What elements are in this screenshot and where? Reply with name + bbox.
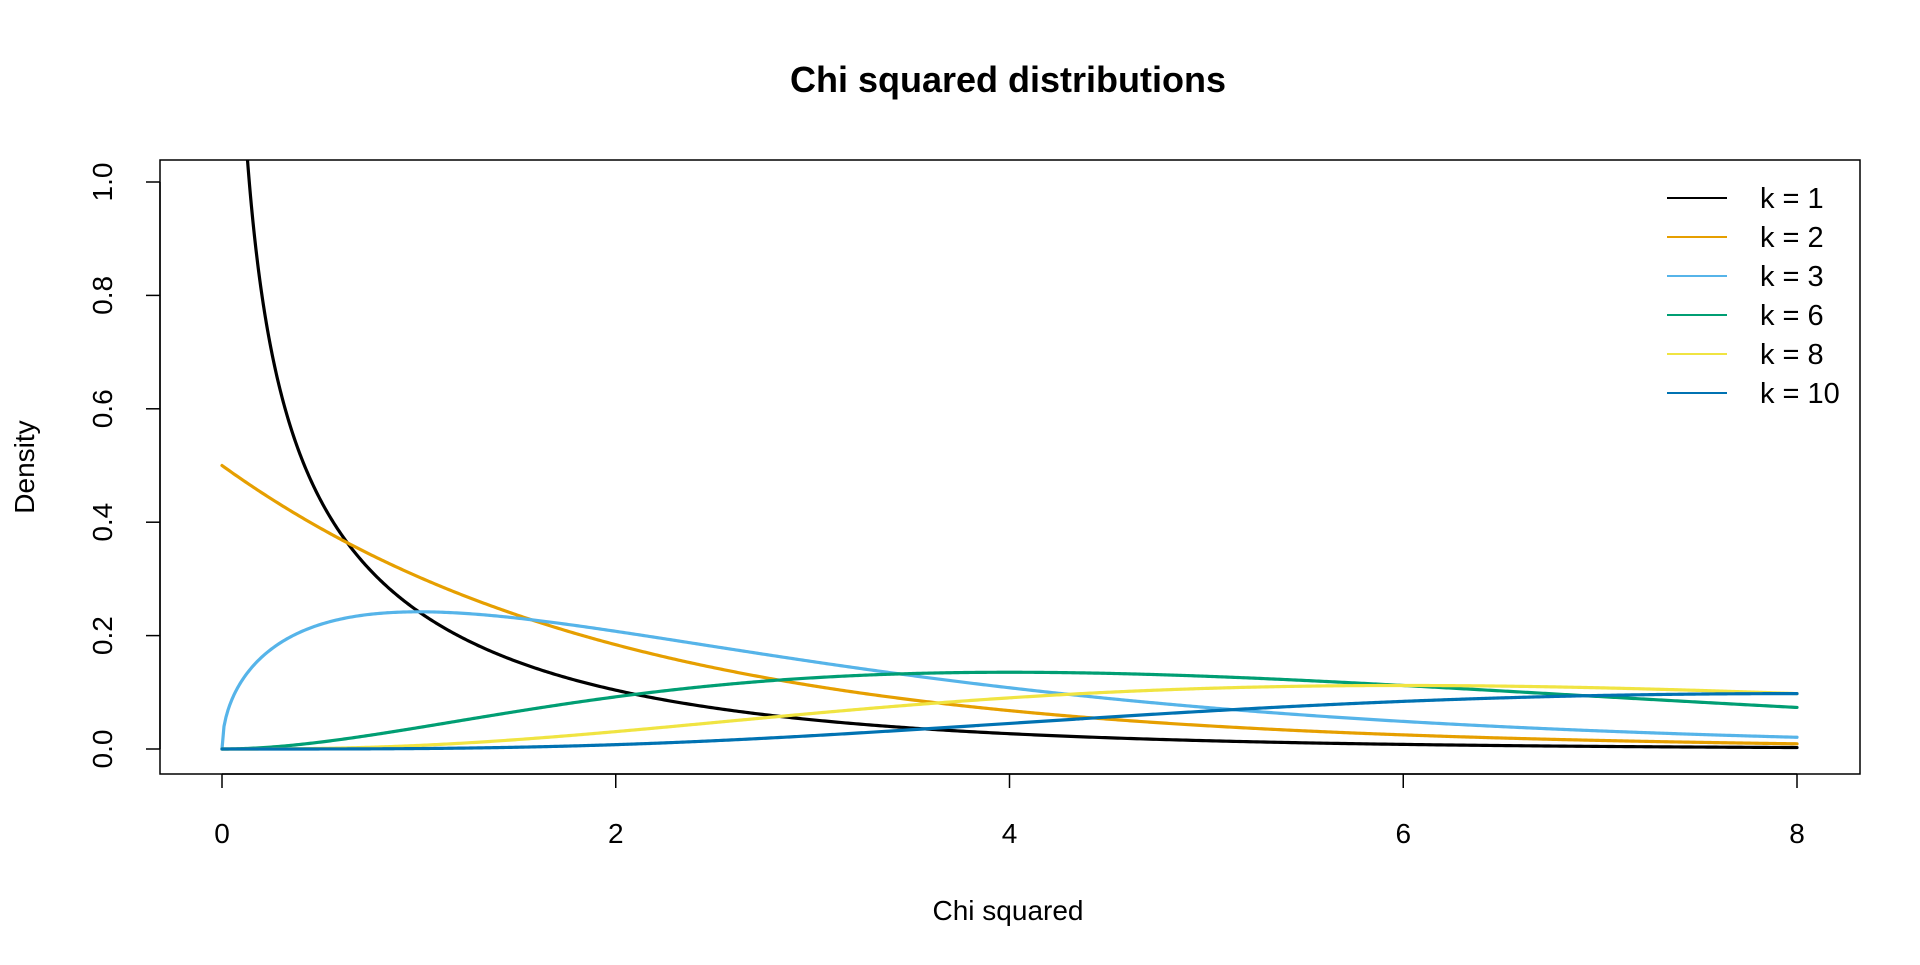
x-tick-label: 0	[214, 818, 230, 849]
x-axis-label: Chi squared	[933, 895, 1084, 926]
x-tick-label: 4	[1002, 818, 1018, 849]
legend-label: k = 10	[1760, 378, 1840, 410]
chart-title: Chi squared distributions	[790, 59, 1226, 100]
legend-label: k = 6	[1760, 300, 1824, 332]
y-tick-label: 0.8	[87, 276, 118, 315]
series-line-k6	[220, 670, 1799, 751]
x-tick-label: 8	[1789, 818, 1805, 849]
x-tick-label: 2	[608, 818, 624, 849]
y-axis-label: Density	[9, 420, 40, 513]
series-line-k2	[220, 463, 1799, 746]
legend: k = 1 k = 2 k = 3 k = 6 k = 8 k = 10	[1667, 183, 1840, 410]
y-tick-label: 0.6	[87, 389, 118, 428]
series-line-k10	[220, 692, 1799, 751]
y-axis: 0.0 0.2 0.4 0.6 0.8 1.0	[87, 163, 161, 769]
y-tick-label: 1.0	[87, 163, 118, 202]
y-tick-label: 0.4	[87, 503, 118, 542]
series-line-k1	[245, 160, 1799, 750]
series-line-k8	[220, 683, 1799, 751]
y-tick-label: 0.0	[87, 730, 118, 769]
series-layer	[220, 160, 1799, 751]
x-tick-label: 6	[1395, 818, 1411, 849]
legend-label: k = 3	[1760, 261, 1824, 293]
y-tick-label: 0.2	[87, 616, 118, 655]
x-axis: 0 2 4 6 8	[214, 773, 1805, 849]
legend-label: k = 2	[1760, 222, 1824, 254]
series-line-k3	[220, 610, 1799, 751]
legend-label: k = 1	[1760, 183, 1824, 215]
plot-area-frame	[159, 159, 1861, 775]
legend-label: k = 8	[1760, 339, 1824, 371]
